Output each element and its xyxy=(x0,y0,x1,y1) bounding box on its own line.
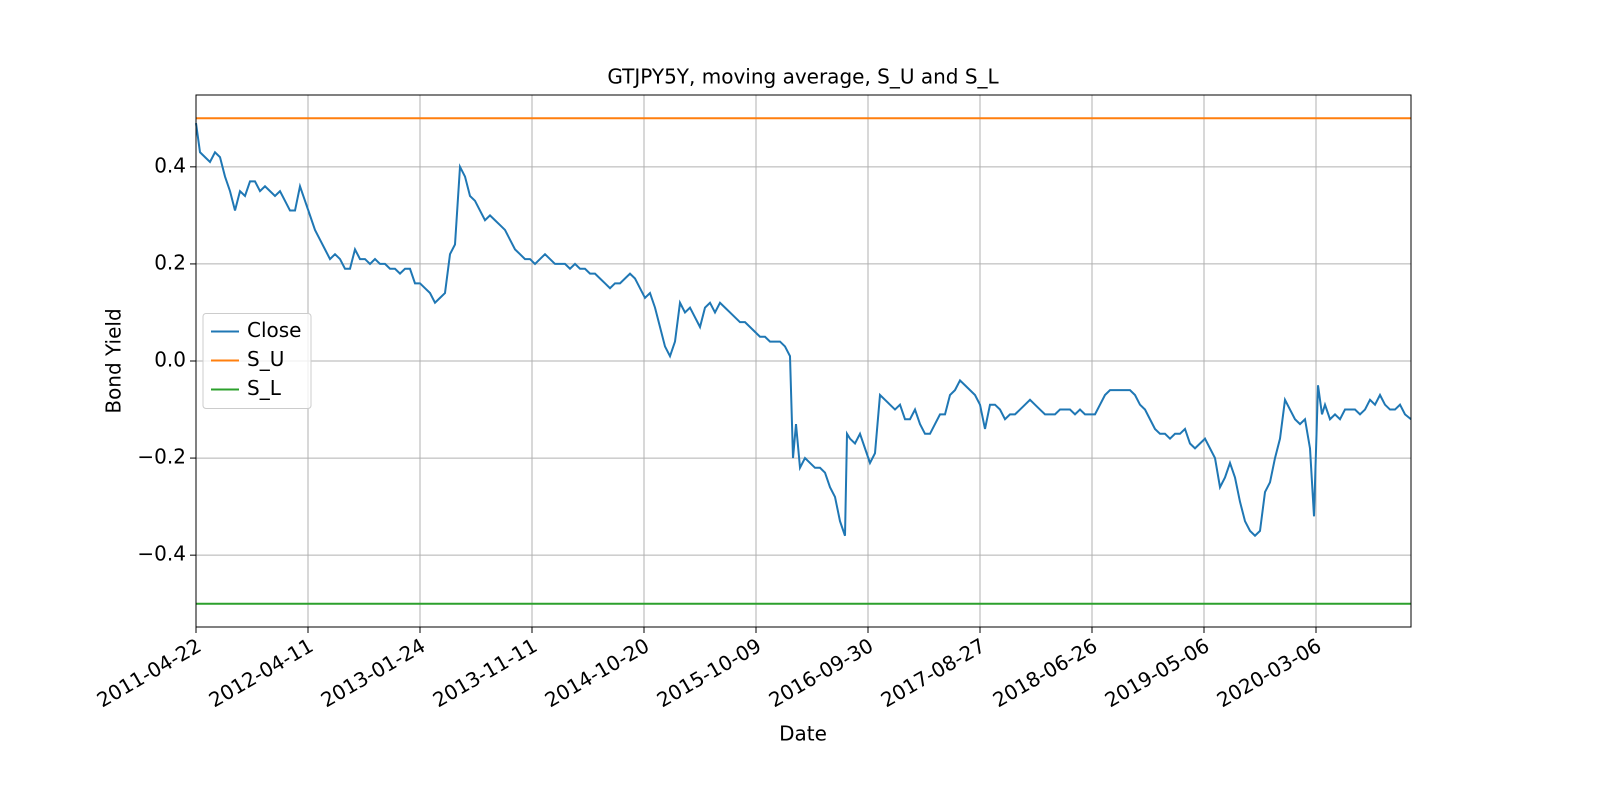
y-tick-label: 0.0 xyxy=(154,348,186,372)
y-tick-label: 0.2 xyxy=(154,250,186,274)
x-tick-label: 2019-05-06 xyxy=(1101,633,1214,712)
y-tick-label: −0.4 xyxy=(137,542,186,566)
x-tick-label: 2017-08-27 xyxy=(877,633,990,712)
plot-frame xyxy=(195,94,1412,628)
legend-label: S_U xyxy=(247,347,284,371)
x-tick-label: 2015-10-09 xyxy=(653,633,766,712)
series-line xyxy=(195,123,1412,538)
legend-label: Close xyxy=(247,318,301,342)
chart-title: GTJPY5Y, moving average, S_U and S_L xyxy=(607,65,999,89)
legend-label: S_L xyxy=(247,376,282,400)
x-tick-label: 2020-03-06 xyxy=(1213,633,1326,712)
x-tick-label: 2013-01-24 xyxy=(317,633,430,712)
x-tick-label: 2012-04-11 xyxy=(205,633,318,712)
x-tick-label: 2013-11-11 xyxy=(429,633,542,712)
x-tick-label: 2011-04-22 xyxy=(93,633,206,712)
x-tick-label: 2018-06-26 xyxy=(989,633,1102,712)
x-tick-label: 2016-09-30 xyxy=(765,633,878,712)
y-tick-label: 0.4 xyxy=(154,153,186,177)
y-tick-label: −0.2 xyxy=(137,445,186,469)
y-axis-label: Bond Yield xyxy=(102,308,126,413)
x-tick-label: 2014-10-20 xyxy=(541,633,654,712)
legend-box xyxy=(202,313,312,409)
x-axis-label: Date xyxy=(779,722,827,746)
